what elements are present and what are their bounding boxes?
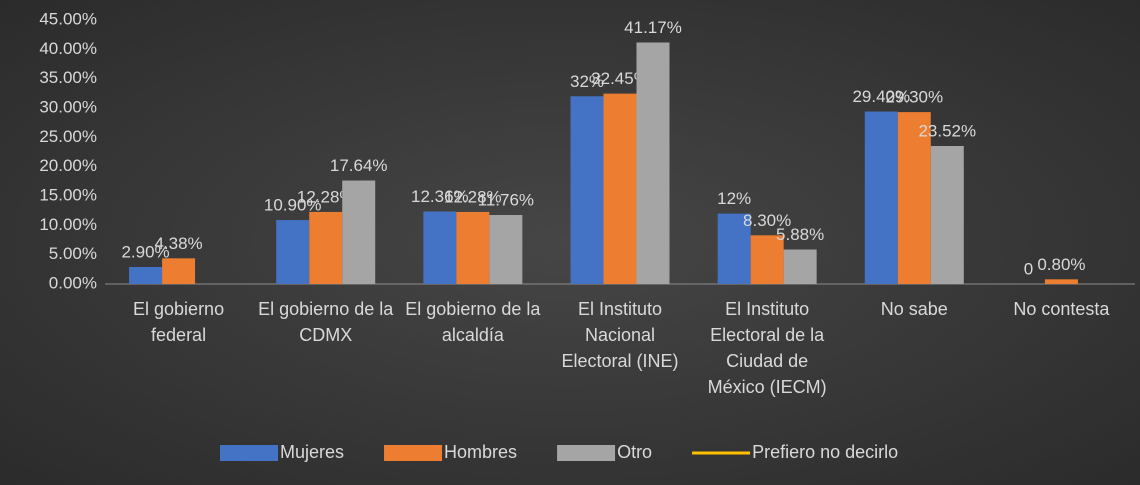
bar bbox=[276, 220, 310, 284]
x-tick-label: El Instituto Nacional Electoral (INE) bbox=[561, 299, 679, 371]
bar bbox=[162, 258, 196, 284]
legend-label: Otro bbox=[617, 442, 652, 462]
bar bbox=[930, 146, 964, 284]
bar bbox=[864, 111, 898, 285]
legend-swatch bbox=[557, 445, 616, 461]
legend-swatch bbox=[220, 445, 278, 461]
y-tick-label: 10.00% bbox=[39, 215, 97, 234]
legend-swatch bbox=[384, 445, 443, 461]
bar bbox=[897, 112, 931, 285]
y-tick-label: 0.00% bbox=[49, 273, 97, 292]
y-tick-label: 35.00% bbox=[39, 68, 97, 87]
data-label: 41.17% bbox=[624, 18, 682, 37]
bar bbox=[717, 213, 751, 284]
data-label: 17.64% bbox=[330, 156, 388, 175]
y-tick-label: 20.00% bbox=[39, 156, 97, 175]
x-tick-label: El gobierno federal bbox=[133, 299, 225, 345]
bar bbox=[489, 215, 523, 284]
y-tick-label: 30.00% bbox=[39, 97, 97, 116]
data-label: 10.90% bbox=[264, 196, 322, 215]
y-tick-label: 25.00% bbox=[39, 127, 97, 146]
x-tick-label: El gobierno de la alcaldía bbox=[405, 299, 541, 345]
data-label: 11.76% bbox=[478, 190, 534, 209]
x-tick-label: El Instituto Electoral de la Ciudad de M… bbox=[707, 299, 827, 397]
y-tick-label: 15.00% bbox=[39, 185, 97, 204]
legend-label: Prefiero no decirlo bbox=[752, 442, 898, 462]
legend-label: Hombres bbox=[444, 442, 517, 462]
bar bbox=[636, 42, 670, 285]
data-label: 12.28% bbox=[444, 187, 502, 206]
data-label: 4.38% bbox=[154, 234, 202, 253]
data-label: 0.80% bbox=[1037, 255, 1085, 274]
bar bbox=[456, 211, 490, 284]
x-tick-label: No sabe bbox=[880, 299, 948, 319]
bar bbox=[1044, 279, 1078, 284]
bar bbox=[129, 266, 163, 284]
data-label: 12% bbox=[717, 189, 751, 208]
data-label: 32% bbox=[570, 72, 604, 91]
data-label: 29.30% bbox=[885, 88, 943, 107]
data-label: 29.40% bbox=[852, 87, 910, 106]
data-label: 32.45% bbox=[591, 69, 649, 88]
data-label: 12.36% bbox=[411, 187, 469, 206]
data-label: 0 bbox=[1024, 259, 1033, 278]
x-tick-label: No contesta bbox=[1013, 299, 1110, 319]
data-label: 23.52% bbox=[918, 122, 976, 141]
bar bbox=[423, 211, 457, 284]
legend-label: Mujeres bbox=[280, 442, 344, 462]
data-label: 12.28% bbox=[297, 187, 355, 206]
data-label: 8.30% bbox=[743, 211, 791, 230]
y-tick-label: 45.00% bbox=[39, 9, 97, 28]
bar bbox=[750, 235, 784, 284]
bar bbox=[570, 96, 604, 285]
x-tick-label: El gobierno de la CDMX bbox=[258, 299, 394, 345]
y-tick-label: 5.00% bbox=[49, 244, 97, 263]
bar bbox=[783, 249, 817, 284]
bar bbox=[342, 180, 376, 284]
data-label: 5.88% bbox=[776, 225, 824, 244]
y-tick-label: 40.00% bbox=[39, 39, 97, 58]
data-label: 2.90% bbox=[121, 242, 169, 261]
bar bbox=[309, 211, 343, 284]
bar bbox=[603, 93, 637, 284]
